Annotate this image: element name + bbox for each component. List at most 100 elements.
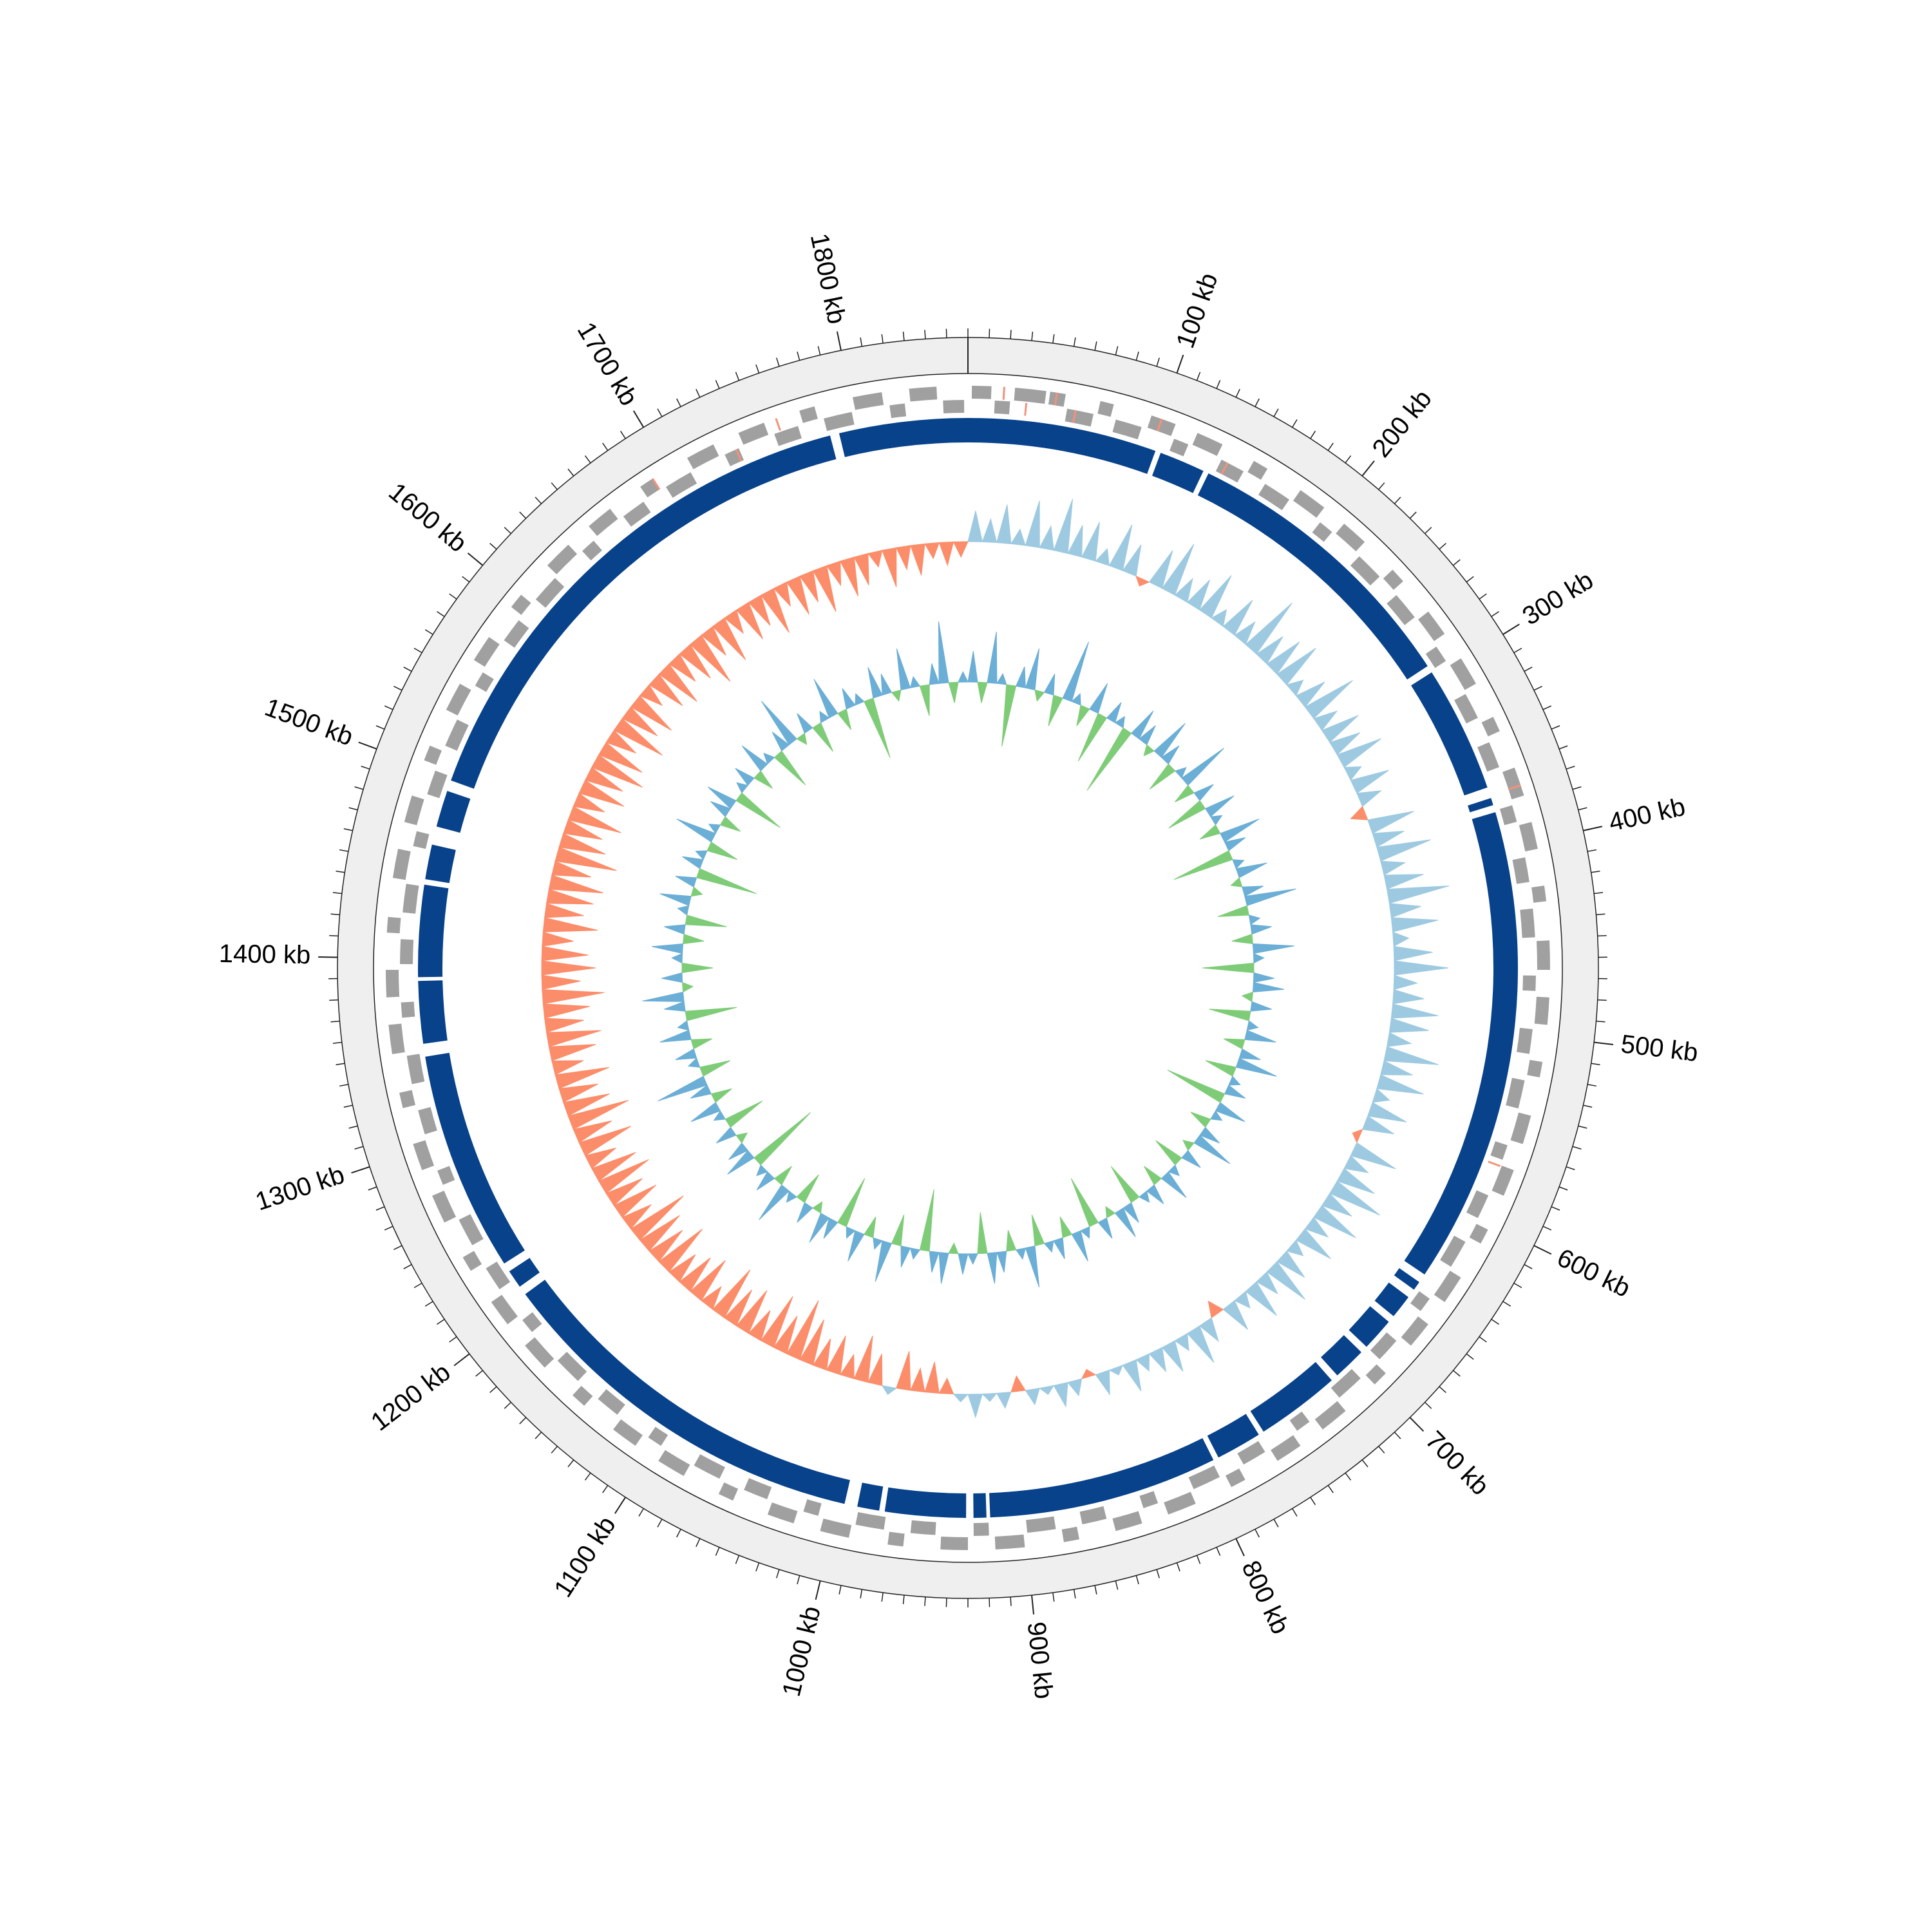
track-spike <box>987 1252 998 1284</box>
track-spike <box>542 1003 591 1019</box>
track-spike <box>1205 1060 1237 1077</box>
minor-tick <box>1255 398 1260 407</box>
track-spike <box>630 695 672 731</box>
major-tick <box>1176 354 1184 374</box>
minor-tick <box>1513 647 1522 654</box>
minor-tick <box>776 1569 780 1578</box>
minor-tick <box>424 629 433 635</box>
track-spike <box>706 841 737 860</box>
gene <box>687 444 719 469</box>
gene <box>613 1419 643 1446</box>
minor-tick <box>1073 1589 1076 1598</box>
track-spike <box>558 1083 598 1103</box>
track-spike <box>682 981 694 993</box>
track-spike <box>1224 1084 1246 1099</box>
gene <box>418 1107 437 1135</box>
track-spike <box>1380 1060 1413 1075</box>
gene <box>473 637 500 667</box>
track-spike <box>1208 1300 1224 1319</box>
minor-tick <box>1439 542 1446 550</box>
minor-tick <box>375 1206 385 1211</box>
track-spike <box>1235 1057 1277 1077</box>
track-spike <box>1161 1340 1184 1372</box>
minor-tick <box>475 1370 483 1377</box>
track-spike <box>613 717 663 756</box>
track-spike <box>987 631 998 684</box>
track-spike <box>1053 498 1073 554</box>
minor-tick <box>1292 1508 1298 1517</box>
gene <box>940 1537 968 1550</box>
track-spike <box>542 931 574 947</box>
major-tick <box>1533 1245 1552 1255</box>
track-spike <box>1295 681 1325 708</box>
minor-tick <box>657 1519 663 1528</box>
minor-tick <box>1566 1166 1575 1170</box>
track-spike <box>685 1007 737 1021</box>
track-spike <box>1181 1150 1201 1168</box>
track-spike <box>952 541 969 558</box>
track-spike <box>786 1190 798 1203</box>
track-spike <box>1393 945 1433 961</box>
minor-tick <box>343 828 353 831</box>
block <box>973 1493 987 1518</box>
gene <box>971 386 992 399</box>
minor-tick <box>676 1529 681 1538</box>
track-spike <box>1253 952 1265 964</box>
track-spike <box>929 1251 940 1273</box>
track-spike <box>683 933 705 945</box>
gene <box>459 1214 484 1245</box>
block <box>1197 473 1428 680</box>
track-spike <box>675 1048 697 1060</box>
track-spike <box>996 673 1007 685</box>
minor-tick <box>551 482 558 490</box>
tick-label: 1600 kb <box>383 477 472 558</box>
minor-tick <box>551 1446 558 1454</box>
track-spike <box>563 819 603 840</box>
minor-tick <box>332 892 342 895</box>
track-spike <box>1220 819 1260 843</box>
gene <box>406 1054 425 1084</box>
track-spike <box>701 1285 722 1311</box>
minor-tick <box>1394 1432 1401 1439</box>
track-spike <box>1015 1247 1027 1260</box>
track-spike <box>681 962 714 974</box>
track-spike <box>786 575 810 615</box>
block <box>1250 1361 1332 1432</box>
track-spike <box>919 1189 934 1252</box>
track-spike <box>1217 905 1249 917</box>
gene <box>1370 1332 1397 1359</box>
track-spike <box>668 653 696 682</box>
gene <box>486 1261 511 1289</box>
track-spike <box>1361 1115 1394 1135</box>
track-spike <box>1071 1230 1088 1262</box>
track-spike <box>735 1290 768 1334</box>
track-spike <box>753 770 773 789</box>
track-spike <box>826 560 842 587</box>
gene <box>557 1352 587 1381</box>
track-spike <box>875 1240 893 1282</box>
minor-tick <box>776 357 780 367</box>
gene <box>853 392 884 410</box>
minor-tick <box>1578 1125 1587 1129</box>
block <box>1207 1414 1259 1458</box>
track-spike <box>701 625 726 656</box>
minor-tick <box>1052 334 1055 344</box>
minor-tick <box>504 1401 511 1409</box>
gene <box>386 969 400 998</box>
track <box>541 498 1450 1419</box>
track-spike <box>1089 683 1108 714</box>
track-spike <box>735 768 755 786</box>
track-spike <box>958 670 969 683</box>
track-spike <box>1108 1364 1124 1376</box>
gene <box>432 1190 457 1223</box>
track-spike <box>1276 647 1316 686</box>
track-spike <box>554 846 617 871</box>
rna <box>1072 410 1077 423</box>
track-spike <box>773 582 791 607</box>
track-spike <box>1148 1347 1167 1373</box>
track-spike <box>685 914 727 927</box>
minor-tick <box>354 1146 364 1150</box>
minor-tick <box>696 1538 701 1548</box>
track-spike <box>715 1126 737 1144</box>
gene <box>887 1531 905 1547</box>
